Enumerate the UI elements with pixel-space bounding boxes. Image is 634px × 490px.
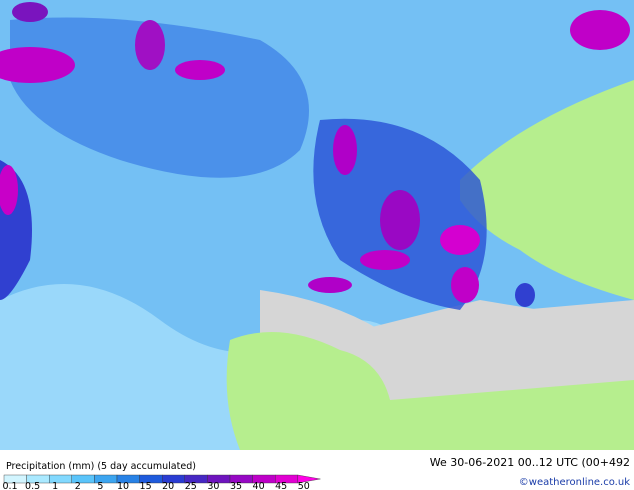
- legend-label: 15: [140, 481, 152, 490]
- map-field: [0, 0, 634, 450]
- legend-arrow: [297, 474, 321, 484]
- legend-label: 45: [275, 481, 287, 490]
- legend-label: 0.1: [2, 481, 17, 490]
- legend-label: 0.5: [25, 481, 40, 490]
- legend-label: 2: [75, 481, 81, 490]
- legend: 0.1 0.5 1 2 5 10 15 20 25 30 35 40 45 50: [2, 474, 321, 490]
- valid-time: We 30-06-2021 00..12 UTC (00+492: [430, 456, 630, 469]
- legend-label: 10: [117, 481, 129, 490]
- legend-label: 35: [230, 481, 242, 490]
- legend-label: 25: [185, 481, 197, 490]
- legend-label: 1: [52, 481, 58, 490]
- map-title: Precipitation (mm) (5 day accumulated): [6, 461, 196, 472]
- legend-label: 20: [162, 481, 174, 490]
- legend-label: 30: [207, 481, 219, 490]
- legend-label: 40: [253, 481, 265, 490]
- legend-label: 50: [298, 481, 310, 490]
- legend-label: 5: [97, 481, 103, 490]
- credit: ©weatheronline.co.uk: [519, 477, 630, 488]
